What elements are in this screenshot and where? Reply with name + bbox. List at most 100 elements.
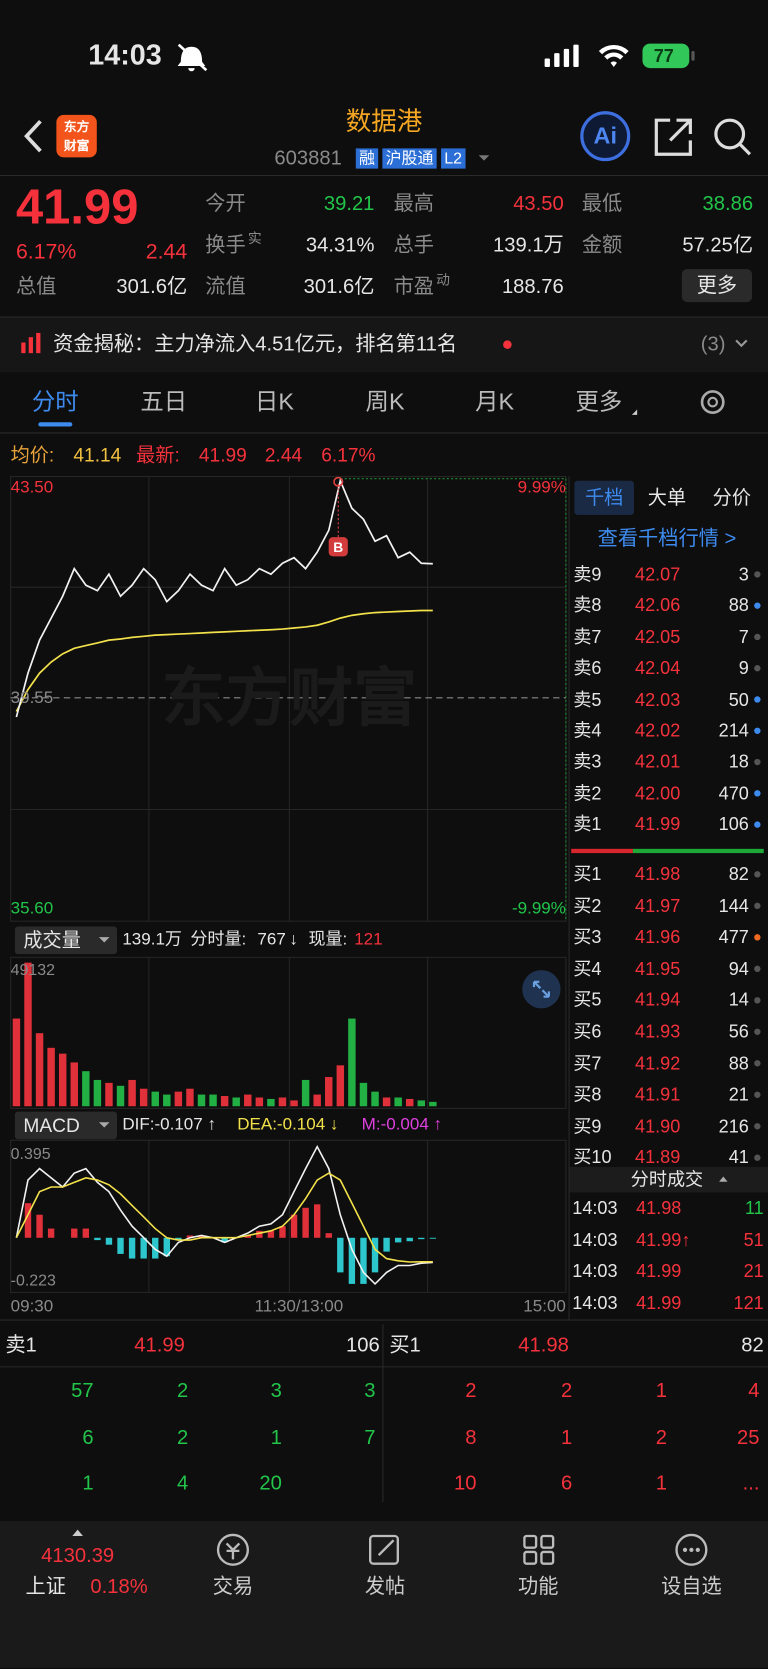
book-label: 卖9 [573, 564, 602, 585]
field-label: 今开 [205, 193, 246, 216]
book-label: 买2 [573, 895, 602, 916]
macd-m: M:-0.004 ↑ [361, 1115, 443, 1134]
expand-button[interactable] [522, 970, 561, 1009]
macd-selector[interactable] [14, 1111, 118, 1140]
trade-time: 14:03 [572, 1261, 618, 1282]
change: 2.44 [145, 240, 188, 264]
queue-order: 2 [655, 1426, 667, 1449]
tab[interactable]: 更多 [575, 388, 623, 415]
volume-bar [47, 1047, 55, 1107]
book-price: 42.05 [635, 626, 681, 648]
orderbook-tab[interactable]: 千档 [585, 487, 624, 509]
queue-order: ... [742, 1472, 760, 1496]
volume-bar [371, 1091, 379, 1107]
minute-volume-label: 分时量: [190, 930, 247, 949]
queue-order: 57 [71, 1380, 94, 1403]
book-label: 买6 [573, 1021, 602, 1042]
book-volume: 470 [718, 783, 749, 804]
book-label: 买5 [573, 990, 602, 1011]
volume-bar [186, 1088, 194, 1107]
back-button[interactable] [24, 119, 42, 153]
nav-item[interactable]: 交易 [212, 1575, 254, 1599]
trades-title[interactable]: 分时成交 [630, 1169, 704, 1190]
orderbook-link[interactable]: 查看千档行情 > [597, 528, 737, 551]
macd-bar [371, 1237, 379, 1273]
banner-text[interactable]: 资金揭秘：主力净流入4.51亿元，排名第11名 [53, 333, 458, 356]
share-button[interactable] [654, 118, 692, 156]
settings-center [707, 396, 719, 408]
trade-time: 14:03 [572, 1198, 618, 1219]
nav-item[interactable]: 发帖 [364, 1575, 406, 1599]
ai-button[interactable] [580, 111, 631, 162]
index-value[interactable]: 4130.39 [41, 1545, 115, 1568]
y-max-label: 43.50 [10, 478, 54, 497]
book-volume: 14 [728, 990, 749, 1011]
macd-title[interactable]: MACD [23, 1114, 80, 1137]
book-label: 买8 [573, 1084, 602, 1105]
field-label: 金额 [581, 234, 623, 257]
stock-code: 603881 [274, 147, 342, 170]
trades-toggle[interactable] [719, 1176, 728, 1182]
macd-bar [325, 1233, 332, 1238]
macd-bar [256, 1230, 263, 1238]
queue-order: 7 [364, 1426, 376, 1449]
book-dot [754, 965, 761, 973]
tab[interactable]: 月K [475, 388, 515, 415]
queue-ask-price: 41.99 [134, 1334, 185, 1357]
avg-label: 均价: [10, 444, 55, 466]
logo[interactable] [56, 114, 97, 158]
expand-icon [532, 980, 550, 998]
book-dot [754, 871, 761, 878]
tab[interactable]: 日K [254, 388, 294, 415]
tab[interactable]: 周K [365, 388, 405, 415]
queue-order: 1 [655, 1380, 667, 1403]
book-dot [754, 1028, 761, 1035]
banner-count[interactable]: (3) [700, 333, 726, 356]
book-label: 卖6 [573, 658, 602, 679]
volume-bar [93, 1079, 102, 1107]
dif-line [15, 1144, 433, 1286]
field-value: 139.1万 [492, 234, 564, 257]
book-label: 买9 [573, 1116, 602, 1137]
orderbook-tab[interactable]: 分价 [712, 487, 751, 509]
book-price: 41.92 [635, 1053, 681, 1074]
tab[interactable]: 分时 [31, 388, 79, 415]
trade-volume: 11 [744, 1198, 764, 1219]
volume-selector[interactable] [14, 926, 118, 955]
index-change[interactable]: 0.18% [90, 1575, 148, 1599]
macd-bar [302, 1207, 309, 1238]
avg-value: 41.14 [73, 444, 122, 466]
volume-max-label: 49132 [10, 961, 56, 980]
last-value: 41.99 [198, 444, 247, 466]
ask-share-bar [571, 848, 633, 854]
nav-item[interactable]: 功能 [518, 1575, 559, 1599]
tag: L2 [441, 148, 466, 169]
queue-bid-label: 买1 [389, 1334, 421, 1357]
search-button[interactable] [714, 118, 746, 150]
nav-item[interactable]: 设自选 [661, 1575, 722, 1599]
orderbook-tab[interactable]: 大单 [647, 487, 687, 509]
trade-time: 14:03 [572, 1229, 618, 1251]
queue-order: 1 [270, 1426, 282, 1449]
book-label: 买1 [573, 864, 602, 885]
volume-bar [290, 1100, 298, 1107]
tab[interactable]: 五日 [140, 388, 188, 415]
marker-box [328, 537, 348, 557]
index-name[interactable]: 上证 [25, 1575, 66, 1599]
book-price: 41.97 [635, 895, 681, 916]
pct-bottom: -9.99% [511, 899, 566, 918]
book-dot [754, 790, 761, 797]
book-price: 41.89 [635, 1147, 681, 1168]
more-label[interactable]: 更多 [696, 274, 738, 298]
field-value: 38.86 [702, 193, 754, 216]
orderbook-tab-active[interactable] [574, 480, 634, 515]
volume-title[interactable]: 成交量 [23, 929, 81, 951]
book-dot [754, 1060, 761, 1067]
index-toggle[interactable] [72, 1529, 83, 1536]
ai-label[interactable]: Ai [593, 122, 617, 149]
more-button[interactable] [681, 269, 753, 303]
stock-name: 数据港 [345, 107, 423, 137]
banner-chevron[interactable] [735, 339, 748, 348]
settings-button[interactable] [700, 390, 725, 415]
code-dropdown[interactable] [478, 155, 490, 161]
